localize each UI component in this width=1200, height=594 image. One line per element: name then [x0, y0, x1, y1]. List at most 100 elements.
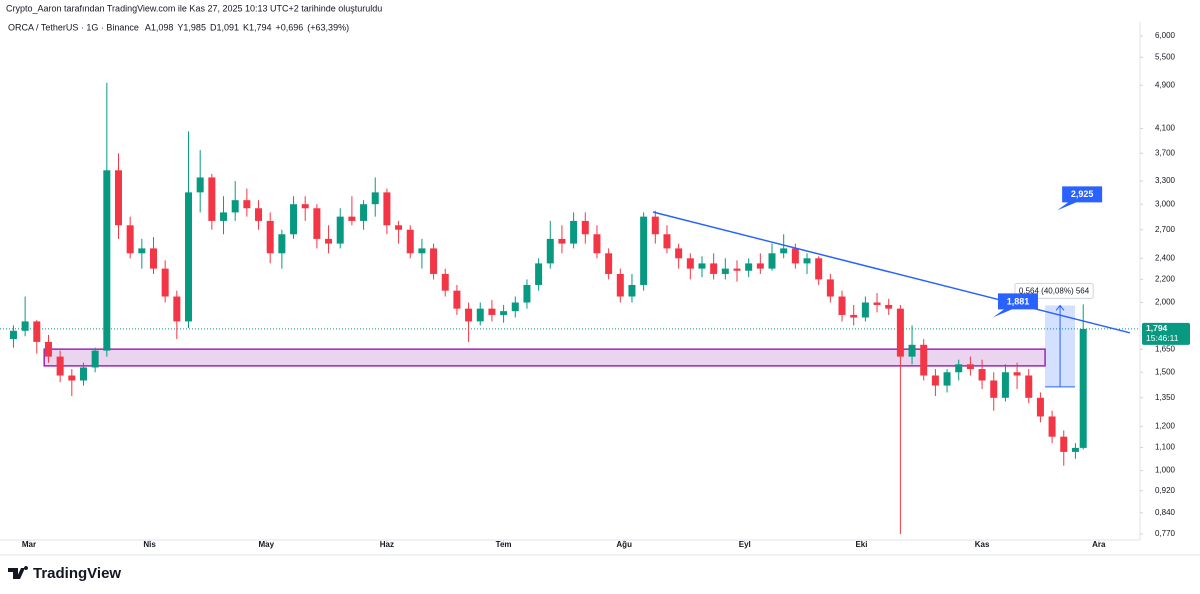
- candle-body: [1001, 372, 1009, 398]
- y-tick-label: 1,100: [1155, 443, 1176, 452]
- candle-body: [453, 290, 461, 309]
- y-tick-label: 2,400: [1155, 253, 1176, 262]
- candle-body: [406, 229, 414, 254]
- candle-body: [920, 344, 928, 376]
- x-tick-label: Nis: [143, 540, 156, 549]
- measure-head: [1055, 304, 1065, 311]
- legend-value: Y1,985: [177, 22, 206, 32]
- candle-body: [185, 192, 193, 322]
- candle-body: [931, 375, 939, 386]
- candle-body: [336, 216, 344, 244]
- x-tick-label: Ağu: [616, 540, 632, 549]
- candle-body: [348, 216, 356, 221]
- candle-body: [721, 268, 729, 274]
- candle-body: [1060, 436, 1068, 452]
- candle-body: [441, 273, 449, 291]
- credit: Crypto_Aaron tarafından TradingView.com …: [6, 3, 382, 13]
- candle-body: [815, 258, 823, 280]
- callout-box: [1057, 186, 1103, 211]
- candle-body: [873, 302, 881, 305]
- candle-body: [9, 330, 17, 340]
- callout-label: 1,881: [1007, 296, 1030, 306]
- candle-body: [698, 263, 706, 269]
- y-tick-label: 1,500: [1155, 367, 1176, 376]
- candle-body: [33, 321, 41, 342]
- candle-body: [651, 216, 659, 235]
- candle-body: [371, 192, 379, 205]
- candle-body: [208, 177, 216, 221]
- candle-body: [476, 308, 484, 322]
- y-tick-label: 3,700: [1155, 148, 1176, 157]
- candle-body: [780, 248, 788, 254]
- candle-body: [103, 170, 111, 351]
- y-tick-label: 1,200: [1155, 421, 1176, 430]
- callout-box: [992, 293, 1038, 318]
- x-tick-label: Tem: [496, 540, 512, 549]
- y-tick-label: 2,000: [1155, 298, 1176, 307]
- y-tick-label: 6,000: [1155, 31, 1176, 40]
- candle-body: [126, 225, 134, 254]
- logo-text: TradingView: [33, 565, 121, 582]
- chart-title: ORCA / TetherUS · 1G · Binance: [8, 22, 139, 32]
- candle-body: [605, 253, 613, 274]
- x-tick-label: Eki: [855, 540, 867, 549]
- candle-body: [395, 225, 403, 230]
- price-tag-countdown: 15:46:11: [1146, 333, 1179, 343]
- candle-body: [278, 234, 286, 254]
- candle-body: [640, 216, 648, 285]
- price-tag-label: 1,794: [1146, 323, 1168, 333]
- candle-body: [628, 284, 636, 297]
- candle-body: [360, 204, 368, 221]
- candle-body: [861, 302, 869, 318]
- candle-body: [91, 350, 99, 368]
- candle-body: [535, 263, 543, 285]
- candle-body: [1071, 447, 1079, 452]
- candle-body: [68, 375, 76, 381]
- x-tick-label: Mar: [22, 540, 36, 549]
- candle-body: [1025, 375, 1033, 398]
- candle-body: [896, 308, 904, 357]
- candle-body: [511, 302, 519, 312]
- legend-value: (+63,39%): [307, 22, 349, 32]
- candle-body: [686, 258, 694, 269]
- candle-body: [803, 258, 811, 264]
- candle-body: [908, 344, 916, 357]
- y-tick-label: 3,000: [1155, 199, 1176, 208]
- candle-body: [138, 248, 146, 254]
- candle-body: [768, 253, 776, 269]
- candle-body: [418, 248, 426, 254]
- logo[interactable]: TradingView: [8, 565, 121, 582]
- candle-body: [21, 321, 29, 331]
- callout-label: 2,925: [1071, 189, 1094, 199]
- candle-body: [885, 304, 893, 309]
- candle-body: [1048, 416, 1056, 437]
- y-tick-label: 2,700: [1155, 225, 1176, 234]
- candle-body: [161, 268, 169, 297]
- y-tick-label: 3,300: [1155, 176, 1176, 185]
- candle-body: [756, 263, 764, 269]
- candle-body: [616, 273, 624, 297]
- candle-body: [546, 238, 554, 264]
- candle-body: [290, 204, 298, 235]
- logo-mark: [8, 566, 29, 579]
- candle-body: [220, 212, 228, 221]
- y-tick-label: 0,770: [1155, 529, 1176, 538]
- x-tick-label: Kas: [975, 540, 990, 549]
- candle-body: [791, 248, 799, 264]
- candle-body: [1036, 397, 1044, 417]
- candle-body: [558, 238, 566, 244]
- candle-body: [710, 263, 718, 274]
- candle-body: [255, 208, 263, 221]
- candle-body: [745, 263, 753, 271]
- x-tick-label: Eyl: [739, 540, 751, 549]
- candle-body: [943, 372, 951, 386]
- candle-body: [955, 364, 963, 373]
- x-tick-label: Haz: [380, 540, 394, 549]
- candle-body: [733, 268, 741, 271]
- candle-body: [243, 200, 251, 209]
- x-tick-label: Ara: [1092, 540, 1106, 549]
- candle-body: [850, 314, 858, 318]
- candle-body: [1013, 372, 1021, 376]
- y-tick-label: 0,840: [1155, 508, 1176, 517]
